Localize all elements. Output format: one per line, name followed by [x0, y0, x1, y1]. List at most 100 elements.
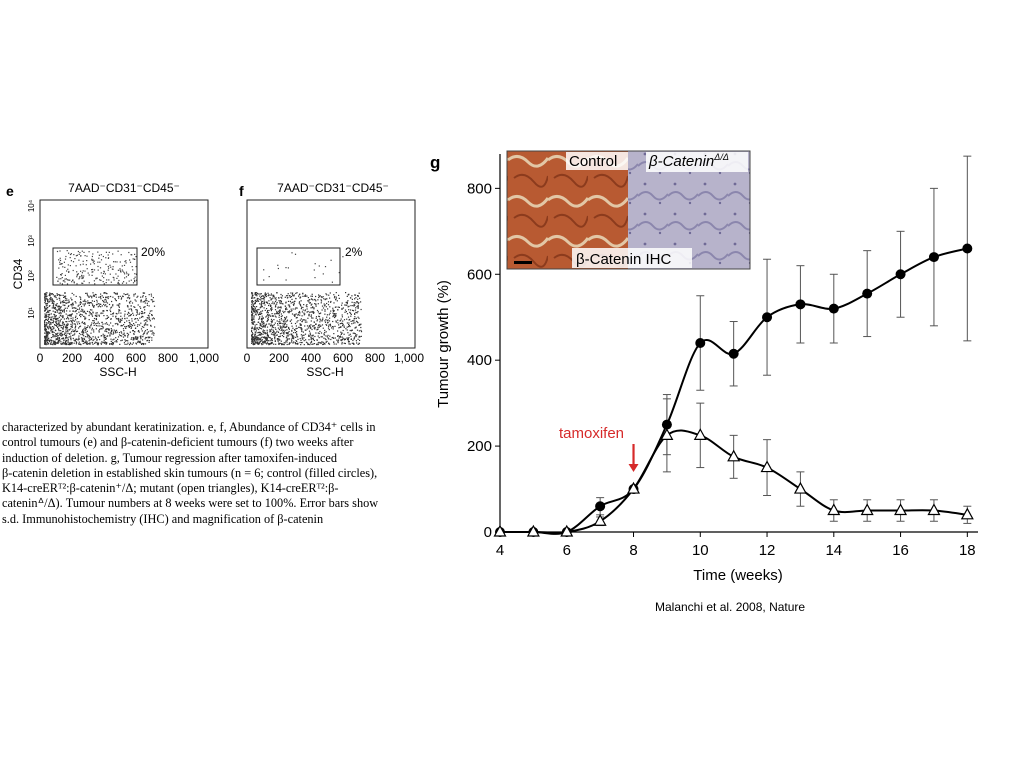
scatter-dot [264, 296, 266, 299]
scatter-dot [337, 306, 339, 308]
scatter-dot [79, 276, 81, 278]
scatter-dot [262, 331, 264, 333]
scatter-dot [294, 314, 296, 316]
scatter-dot [70, 335, 72, 337]
scatter-dot [312, 299, 314, 301]
scatter-dot [56, 294, 58, 296]
scatter-dot [64, 332, 66, 334]
scatter-dot [136, 325, 139, 327]
scatter-dot [66, 250, 68, 252]
scatter-dot [346, 295, 348, 297]
scatter-dot [311, 335, 313, 337]
scatter-dot [71, 281, 73, 283]
scatter-dot [62, 337, 64, 339]
scatter-dot [352, 322, 355, 324]
scatter-dot [284, 311, 286, 313]
series-line [499, 247, 968, 535]
scatter-dot [52, 316, 54, 318]
scatter-dot [255, 338, 257, 340]
scatter-dot [45, 343, 47, 345]
scatter-dot [275, 343, 277, 345]
scatter-dot [62, 316, 64, 318]
scatter-dot [134, 279, 136, 282]
scatter-dot [141, 343, 143, 345]
scatter-dot [352, 305, 354, 307]
scatter-dot [269, 297, 271, 299]
scatter-dot [120, 331, 122, 333]
scatter-dot [288, 326, 290, 329]
scatter-dot [53, 320, 55, 323]
scatter-dot [127, 342, 129, 344]
scatter-dot [298, 295, 300, 297]
scatter-dot [95, 328, 97, 330]
scatter-dot [127, 306, 129, 308]
scatter-dot [339, 323, 341, 325]
scatter-dot [262, 330, 264, 332]
scatter-dot [76, 330, 79, 332]
scatter-dot [312, 312, 315, 314]
scatter-dot [62, 266, 64, 268]
scatter-dot [294, 329, 296, 332]
scatter-dot [270, 315, 272, 317]
scatter-dot [318, 294, 320, 296]
scatter-dot [50, 319, 52, 321]
scatter-dot [329, 292, 331, 294]
scatter-dot [329, 306, 331, 308]
scatter-dot [51, 321, 53, 324]
scatter-dot [335, 320, 337, 322]
scatter-dot [280, 326, 282, 328]
scatter-dot [290, 308, 292, 310]
scatter-dot [254, 331, 256, 333]
scatter-dot [327, 319, 329, 321]
scatter-dot [309, 332, 311, 334]
scatter-dot [354, 327, 356, 329]
scatter-dot [142, 295, 144, 297]
scatter-dot [267, 317, 269, 320]
scatter-dot [103, 283, 105, 285]
scatter-dot [254, 311, 256, 314]
scatter-dot [307, 297, 309, 299]
x-tick-label: 12 [759, 542, 776, 559]
scatter-dot [89, 295, 91, 297]
scatter-dot [63, 301, 65, 303]
scatter-dot [265, 340, 268, 342]
scatter-dot [340, 318, 342, 320]
scatter-dot [253, 309, 255, 312]
scatter-dot [251, 326, 253, 328]
scatter-dot [257, 311, 259, 313]
scatter-dot [348, 337, 350, 339]
scatter-dot [281, 327, 283, 329]
scatter-dot [284, 319, 286, 321]
scatter-dot [81, 321, 84, 323]
scatter-dot [90, 324, 92, 326]
scatter-dot [82, 303, 84, 305]
scatter-dot [296, 307, 298, 309]
x-tick-label: 4 [496, 542, 504, 559]
scatter-dot [253, 302, 255, 304]
scatter-dot [327, 301, 330, 303]
scatter-dot [287, 267, 289, 269]
data-point-filled-circle [595, 501, 606, 512]
scatter-dot [108, 303, 111, 306]
scatter-dot [103, 315, 105, 317]
scatter-dot [285, 309, 287, 311]
scatter-dot [80, 255, 82, 257]
scatter-dot [145, 336, 147, 339]
scatter-dot [61, 277, 63, 279]
scatter-dot [257, 337, 259, 339]
scatter-dot [89, 342, 91, 344]
scatter-dot [57, 305, 59, 307]
scatter-dot [348, 324, 350, 327]
scatter-dot [316, 309, 319, 312]
scatter-dot [258, 334, 260, 336]
scatter-dot [70, 314, 72, 316]
scatter-dot [67, 329, 69, 331]
scatter-dot [85, 343, 88, 345]
scatter-dot [272, 324, 274, 326]
scatter-dot [58, 328, 60, 330]
scatter-dot [348, 305, 350, 307]
scatter-dot [253, 318, 255, 320]
scatter-dot [116, 322, 118, 325]
scatter-dot [102, 333, 104, 335]
scatter-dot [126, 320, 128, 322]
